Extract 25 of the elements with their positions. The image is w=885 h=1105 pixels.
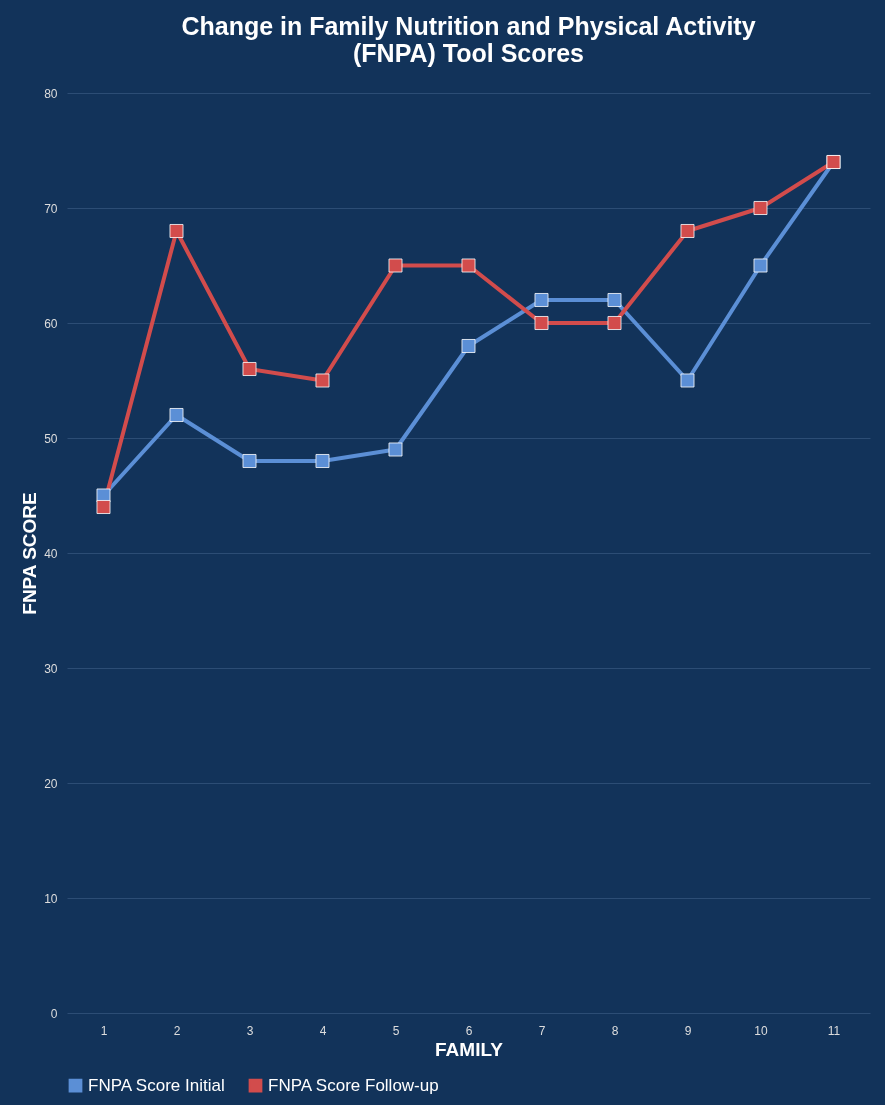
y-tick-label: 10	[44, 891, 58, 906]
x-tick-label: 5	[392, 1023, 400, 1038]
x-axis-title: FAMILY	[435, 1038, 504, 1060]
legend-label: FNPA Score Initial	[88, 1075, 225, 1095]
y-tick-label: 60	[44, 316, 58, 331]
x-tick-label: 6	[465, 1023, 473, 1038]
chart-title: Change in Family Nutrition and Physical Activity (FNPA) Tool Scores	[181, 12, 756, 67]
y-tick-label: 0	[50, 1006, 58, 1021]
y-tick-label: 20	[44, 776, 58, 791]
x-tick-label: 10	[754, 1023, 768, 1038]
x-tick-label: 3	[246, 1023, 254, 1038]
y-tick-label: 50	[44, 431, 58, 446]
x-tick-label: 4	[319, 1023, 327, 1038]
y-axis-title: FNPA SCORE	[19, 492, 41, 615]
x-tick-label: 11	[827, 1023, 841, 1038]
x-tick-label: 7	[538, 1023, 546, 1038]
legend-label: FNPA Score Follow-up	[268, 1075, 439, 1095]
x-tick-label: 2	[173, 1023, 181, 1038]
y-tick-label: 30	[44, 661, 58, 676]
y-tick-label: 80	[44, 86, 58, 101]
x-tick-label: 9	[684, 1023, 692, 1038]
x-tick-label: 8	[611, 1023, 619, 1038]
y-tick-label: 70	[44, 201, 58, 216]
y-tick-label: 40	[44, 546, 58, 561]
x-tick-label: 1	[100, 1023, 108, 1038]
